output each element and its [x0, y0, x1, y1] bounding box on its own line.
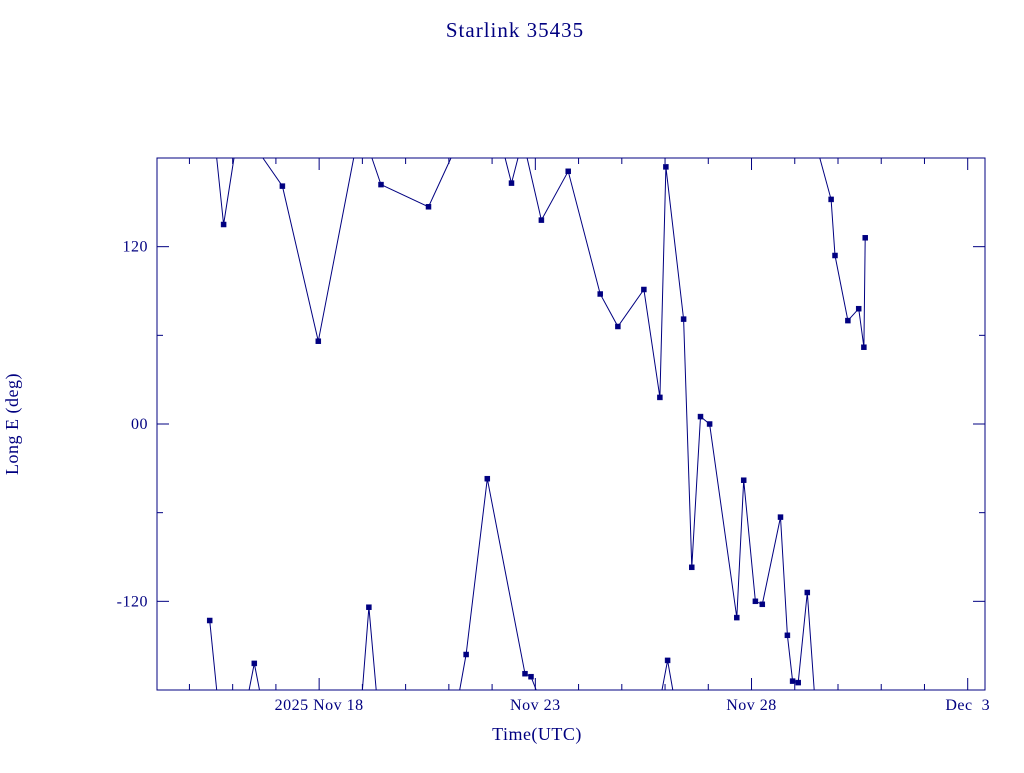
- data-point-marker: [206, 617, 213, 624]
- data-point-marker: [663, 164, 669, 170]
- series-line-segment: [248, 663, 260, 691]
- data-point-marker: [734, 614, 740, 621]
- data-point-marker: [828, 196, 834, 203]
- data-point-marker: [463, 651, 469, 658]
- series-line-segment: [361, 607, 377, 691]
- data-point-marker: [804, 589, 811, 596]
- data-point-marker: [784, 632, 791, 639]
- x-tick-label: Dec 3: [945, 697, 990, 714]
- data-point-marker: [657, 394, 663, 401]
- plot-frame: [156, 157, 986, 691]
- data-point-marker: [279, 183, 286, 189]
- series-line-segment: [459, 478, 537, 691]
- data-point-marker: [845, 317, 851, 324]
- data-point-marker: [522, 670, 528, 677]
- x-tick-label: Nov 23: [510, 697, 561, 714]
- data-point-marker: [251, 660, 258, 667]
- data-point-marker: [789, 678, 796, 684]
- series-line-segment: [371, 157, 452, 208]
- data-point-marker: [832, 252, 838, 259]
- x-tick-label: 2025 Nov 18: [275, 697, 364, 714]
- data-point-marker: [484, 475, 491, 482]
- data-point-marker: [220, 221, 227, 228]
- data-point-marker: [425, 204, 432, 210]
- data-point-marker: [615, 323, 621, 330]
- series-line-segment: [209, 620, 218, 691]
- series-line-segment: [504, 157, 519, 184]
- series-line-segment: [526, 157, 815, 691]
- series-line-segment: [661, 660, 674, 691]
- data-point-marker: [862, 235, 868, 241]
- axes: 2025 Nov 18 Nov 23 Nov 28 Dec 3 120 00 -120: [117, 157, 990, 714]
- data-point-marker: [861, 344, 867, 350]
- x-tick-label: Nov 28: [726, 697, 777, 714]
- data-point-marker: [641, 286, 647, 293]
- x-axis-label: Time(UTC): [492, 724, 582, 745]
- data-point-marker: [366, 604, 372, 610]
- chart-title: Starlink 35435: [446, 18, 584, 42]
- series-line-segment: [262, 157, 355, 342]
- data-point-marker: [759, 601, 766, 608]
- data-point-marker: [597, 291, 603, 297]
- data-point-marker: [752, 598, 759, 605]
- y-tick-label: 00: [131, 416, 148, 433]
- y-axis-label: Long E (deg): [2, 373, 23, 475]
- data-point-marker: [697, 413, 704, 420]
- data-point-marker: [664, 657, 671, 664]
- data-point-marker: [538, 217, 545, 223]
- series-line-segment: [819, 157, 866, 348]
- data-point-marker: [689, 564, 695, 571]
- series-line-segment: [216, 157, 235, 225]
- data-series: [206, 157, 868, 691]
- data-point-marker: [795, 679, 801, 686]
- y-tick-label: 120: [123, 239, 149, 256]
- data-point-marker: [528, 673, 534, 680]
- data-point-marker: [706, 421, 713, 427]
- data-point-marker: [378, 181, 384, 188]
- data-point-marker: [315, 338, 322, 344]
- data-point-marker: [777, 514, 784, 520]
- data-point-marker: [855, 305, 862, 312]
- data-point-marker: [508, 180, 515, 186]
- data-point-marker: [740, 477, 747, 483]
- y-tick-label: -120: [117, 593, 148, 610]
- data-point-marker: [565, 168, 571, 175]
- data-point-marker: [680, 316, 687, 322]
